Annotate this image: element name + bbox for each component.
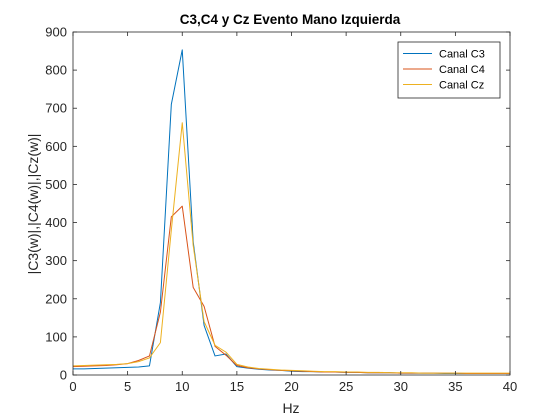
chart-title: C3,C4 y Cz Evento Mano Izquierda — [180, 12, 401, 27]
y-tick-label: 800 — [45, 63, 67, 78]
x-tick-label: 20 — [284, 379, 298, 394]
legend-box — [397, 41, 501, 99]
x-tick-label: 30 — [394, 379, 408, 394]
legend-label-1: Canal C3 — [439, 49, 485, 61]
x-axis-label: Hz — [282, 400, 299, 416]
x-tick-label: 10 — [175, 379, 189, 394]
x-tick-label: 15 — [230, 379, 244, 394]
y-axis-label: |C3(w)|,|C4(w)|,|Cz(w)| — [25, 134, 41, 275]
x-tick-label: 40 — [503, 379, 517, 394]
y-tick-label: 0 — [60, 368, 67, 383]
y-tick-label: 300 — [45, 253, 67, 268]
legend: Canal C3 Canal C4 Canal Cz — [397, 41, 501, 99]
y-tick-label: 500 — [45, 177, 67, 192]
x-tick-label: 25 — [339, 379, 353, 394]
y-tick-label: 600 — [45, 139, 67, 154]
legend-label-2: Canal C4 — [439, 64, 485, 76]
x-tick-label: 35 — [448, 379, 462, 394]
y-tick-label: 200 — [45, 291, 67, 306]
y-tick-label: 900 — [45, 25, 67, 40]
x-tick-label: 0 — [69, 379, 76, 394]
y-tick-label: 400 — [45, 215, 67, 230]
legend-label-3: Canal Cz — [439, 80, 484, 92]
x-tick-label: 5 — [124, 379, 131, 394]
y-tick-label: 700 — [45, 101, 67, 116]
series-line-3 — [72, 122, 510, 374]
axes-layer: 0 5 10 15 20 25 30 35 40010020030040050060070080… — [45, 25, 517, 395]
y-tick-label: 100 — [45, 329, 67, 344]
